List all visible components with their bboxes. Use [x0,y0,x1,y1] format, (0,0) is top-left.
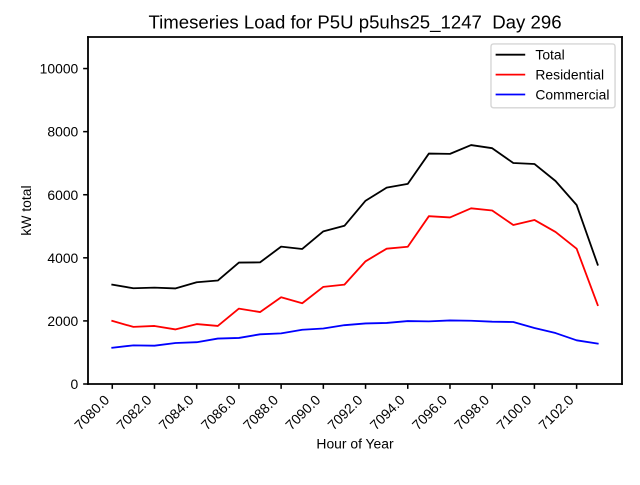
svg-text:Hour of Year: Hour of Year [316,436,394,452]
svg-text:2000: 2000 [47,313,78,329]
svg-text:6000: 6000 [47,187,78,203]
svg-text:Residential: Residential [535,66,604,82]
svg-text:4000: 4000 [47,250,78,266]
svg-text:Total: Total [535,47,564,63]
svg-text:kW total: kW total [18,185,34,235]
svg-text:10000: 10000 [40,61,79,77]
svg-text:8000: 8000 [47,124,78,140]
svg-text:Commercial: Commercial [535,86,609,102]
svg-text:0: 0 [71,376,79,392]
svg-text:Timeseries Load for P5U p5uhs2: Timeseries Load for P5U p5uhs25_1247 Day… [148,12,561,34]
